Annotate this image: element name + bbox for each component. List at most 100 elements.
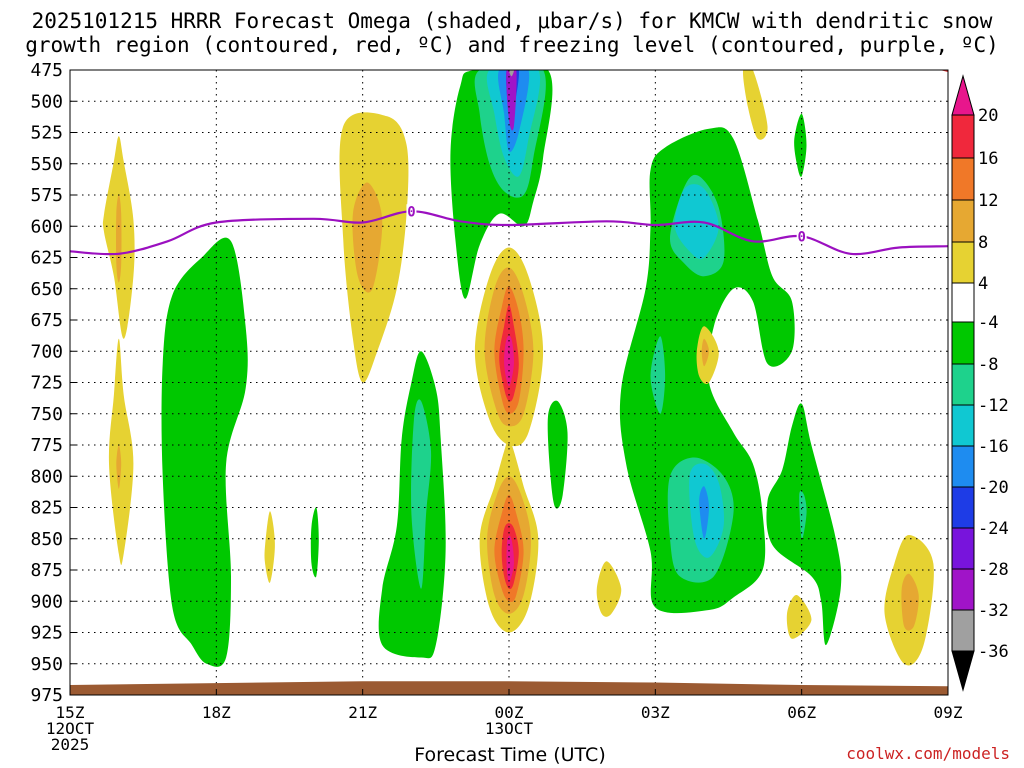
y-tick-label-675: 675 [30,310,63,331]
ground-surface [70,681,948,695]
y-tick-label-500: 500 [30,91,63,112]
colorbar-band [951,609,975,652]
omega-region-pos20-27 [506,535,514,583]
omega-region-neg16-36 [699,486,709,539]
omega-region-neg4-6 [310,507,319,578]
site-credit: coolwx.com/models [846,744,1010,763]
colorbar-band [951,486,975,529]
x-tick-label: 13OCT [485,719,534,738]
omega-region-neg4-28 [547,400,568,509]
omega-region-neg4-4 [161,237,248,667]
y-axis: 475 500 525 550 575 600 625 650 675 700 725 750 775 8… [30,60,76,706]
y-tick-label-475: 475 [30,60,63,81]
colorbar-band [951,445,975,488]
omega-shading [102,70,934,667]
chart-title-line-1: 2025101215 HRRR Forecast Omega (shaded, … [31,9,993,33]
x-tick-label: 03Z [641,703,670,722]
colorbar-label-12: 12 [978,191,998,211]
colorbar-band [951,282,975,323]
y-tick-label-650: 650 [30,279,63,300]
y-tick-label-625: 625 [30,248,63,269]
colorbar-label--20: -20 [978,478,1009,498]
y-tick-label-925: 925 [30,623,63,644]
colorbar-band [951,241,975,284]
colorbar-label--16: -16 [978,437,1009,457]
colorbar-label-4: 4 [978,274,988,294]
colorbar-label-8: 8 [978,233,988,253]
y-tick-label-725: 725 [30,373,63,394]
colorbar-bottom-arrow [951,650,975,692]
y-tick-label-950: 950 [30,654,63,675]
omega-region-neg28-16 [506,70,517,131]
omega-region-pos4-5 [264,511,275,583]
y-tick-label-575: 575 [30,185,63,206]
y-tick-label-525: 525 [30,123,63,144]
omega-region-pos8-1 [116,195,122,283]
y-tick-label-750: 750 [30,404,63,425]
freezing-level-label-bg [406,204,417,219]
y-tick-label-825: 825 [30,498,63,519]
y-tick-label-900: 900 [30,591,63,612]
x-tick-label: 18Z [202,703,231,722]
colorbar-label--28: -28 [978,560,1009,580]
freezing-level-label: 0 [797,229,805,245]
freezing-level-line [70,210,948,256]
x-tick-label: 2025 [51,735,90,754]
x-tick-label: 06Z [787,703,816,722]
freezing-level-label-bg [796,229,807,244]
x-tick-label: 15Z [56,703,85,722]
x-tick-label: 21Z [348,703,377,722]
y-tick-label-975: 975 [30,685,63,706]
colorbar-top-arrow [951,74,975,116]
colorbar-label--32: -32 [978,601,1009,621]
colorbar-band [951,404,975,447]
omega-region-pos4-39 [742,70,768,140]
omega-region-neg8-10 [411,399,432,589]
y-tick-label-700: 700 [30,341,63,362]
omega-region-pos8-8 [352,182,383,293]
freezing-level-label: 0 [407,204,415,220]
plot-area: 00 [70,70,948,695]
colorbar-band [951,199,975,243]
colorbar-band [951,321,975,365]
colorbar-band [951,568,975,611]
x-tick-label: 09Z [934,703,963,722]
omega-region-pos4-2 [108,338,134,566]
chart-title-line-2: growth region (contoured, red, ºC) and f… [25,33,999,57]
colorbar-label--12: -12 [978,396,1009,416]
y-tick-label-850: 850 [30,529,63,550]
y-tick-label-875: 875 [30,560,63,581]
colorbar: 20 16 12 8 4 -4 -8 -12 -16 -20 -24 -28 -32 -36 [951,74,1009,692]
colorbar-band [951,363,975,406]
omega-region-pos8-45 [901,573,919,631]
y-tick-label-775: 775 [30,435,63,456]
dendritic-growth-contour [940,70,948,73]
contour-lines: 00 [70,70,948,256]
colorbar-label--8: -8 [978,355,998,375]
omega-region-neg32-17 [508,70,514,77]
omega-region-neg8-33 [650,336,666,414]
y-tick-label-800: 800 [30,466,63,487]
terrain [70,681,948,695]
omega-region-pos8-3 [116,445,122,489]
omega-region-pos8-38 [701,338,709,367]
colorbar-label--36: -36 [978,642,1009,662]
omega-region-pos4-29 [596,561,622,617]
x-axis-title: Forecast Time (UTC) [414,744,606,766]
colorbar-label-20: 20 [978,106,998,126]
gridlines [70,70,948,695]
colorbar-band [951,527,975,570]
y-tick-label-550: 550 [30,154,63,175]
colorbar-band [951,157,975,201]
omega-region-neg4-40 [794,113,807,177]
omega-region-pos20-22 [504,335,514,387]
x-tick-label: 12OCT [46,719,95,738]
colorbar-label--4: -4 [978,313,998,333]
omega-region-neg8-42 [799,490,807,540]
colorbar-band [951,114,975,159]
colorbar-label--24: -24 [978,519,1009,539]
y-tick-label-600: 600 [30,216,63,237]
colorbar-label-16: 16 [978,149,998,169]
